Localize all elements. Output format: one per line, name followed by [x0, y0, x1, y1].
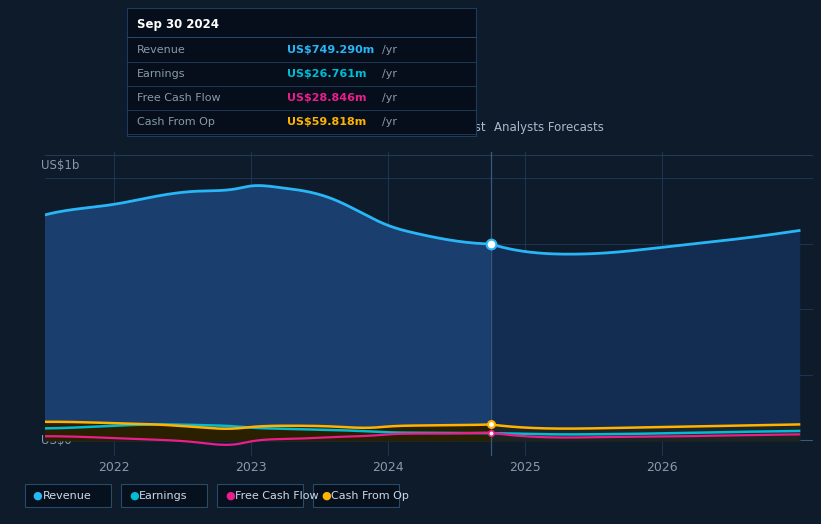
Text: Analysts Forecasts: Analysts Forecasts — [494, 121, 604, 134]
Text: US$28.846m: US$28.846m — [287, 93, 367, 103]
Text: Cash From Op: Cash From Op — [137, 117, 215, 127]
Text: Sep 30 2024: Sep 30 2024 — [137, 18, 219, 31]
Text: US$59.818m: US$59.818m — [287, 117, 367, 127]
Text: ●: ● — [321, 490, 331, 501]
Text: /yr: /yr — [382, 93, 397, 103]
Text: Free Cash Flow: Free Cash Flow — [235, 490, 319, 501]
Text: Earnings: Earnings — [139, 490, 187, 501]
Text: US$749.290m: US$749.290m — [287, 45, 374, 55]
Text: /yr: /yr — [382, 69, 397, 79]
Text: ●: ● — [33, 490, 43, 501]
Text: /yr: /yr — [382, 117, 397, 127]
Text: Past: Past — [462, 121, 487, 134]
Text: ●: ● — [225, 490, 235, 501]
Text: US$26.761m: US$26.761m — [287, 69, 367, 79]
Text: US$0: US$0 — [41, 434, 72, 446]
Text: US$1b: US$1b — [41, 159, 80, 172]
Text: Revenue: Revenue — [43, 490, 91, 501]
Text: /yr: /yr — [382, 45, 397, 55]
Text: Free Cash Flow: Free Cash Flow — [137, 93, 221, 103]
Text: Cash From Op: Cash From Op — [331, 490, 409, 501]
Text: ●: ● — [129, 490, 139, 501]
Text: Earnings: Earnings — [137, 69, 186, 79]
Text: Revenue: Revenue — [137, 45, 186, 55]
